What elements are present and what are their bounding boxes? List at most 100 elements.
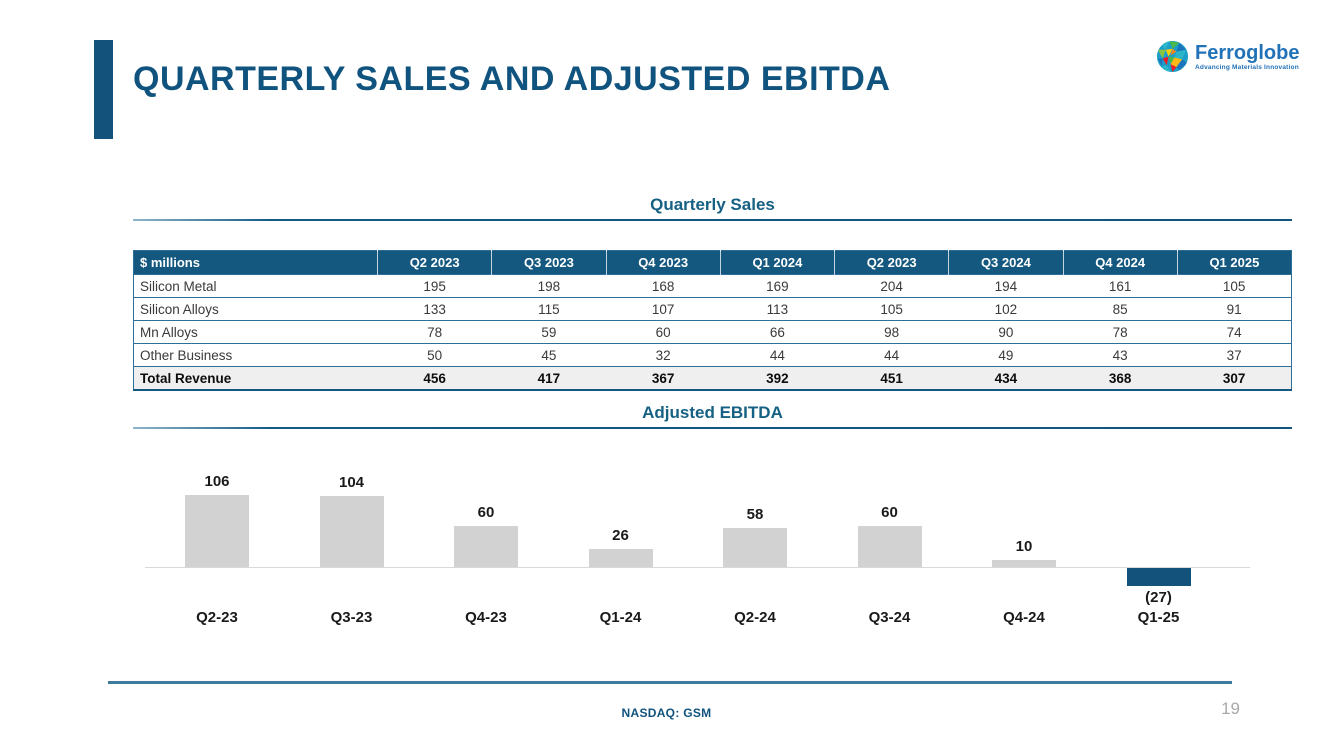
bar-value-label: 58 xyxy=(746,506,764,523)
row-label: Other Business xyxy=(133,343,378,367)
ebitda-bar-chart: 106 Q2-23 104 Q3-23 60 Q4-23 26 Q1-24 58 Q2-24 60 Q… xyxy=(133,447,1292,662)
ebitda-bar-Q3-24 xyxy=(857,526,922,567)
axis-label: Q2-24 xyxy=(734,609,776,626)
table-row: Silicon Alloys 133 115 107 113 105 102 85 91 xyxy=(133,297,1292,321)
table-cell: 78 xyxy=(1063,320,1178,344)
table-header-units: $ millions xyxy=(133,250,378,275)
table-cell: 133 xyxy=(377,297,492,321)
table-cell: 50 xyxy=(377,343,492,367)
table-cell: 113 xyxy=(720,297,835,321)
table-header-quarter: Q1 2025 xyxy=(1176,250,1292,275)
page-number: 19 xyxy=(1221,699,1240,718)
table-row: Other Business 50 45 32 44 44 49 43 37 xyxy=(133,343,1292,367)
table-cell: 37 xyxy=(1177,343,1292,367)
ebitda-bar-Q1-25 xyxy=(1126,568,1191,586)
sales-section-title: Quarterly Sales xyxy=(650,195,775,214)
table-header-quarter: Q3 2024 xyxy=(948,250,1063,275)
table-cell: 74 xyxy=(1177,320,1292,344)
table-cell: 43 xyxy=(1063,343,1178,367)
axis-label: Q2-23 xyxy=(196,609,238,626)
axis-label: Q3-24 xyxy=(868,609,911,626)
table-cell: 392 xyxy=(720,366,835,391)
table-cell: 98 xyxy=(834,320,949,344)
table-header-quarter: Q1 2024 xyxy=(719,250,835,275)
table-cell: 105 xyxy=(834,297,949,321)
ebitda-bar-Q2-24 xyxy=(723,528,787,567)
table-row: Silicon Metal 195 198 168 169 204 194 161 105 xyxy=(133,274,1292,298)
table-cell: 49 xyxy=(948,343,1063,367)
table-cell: 91 xyxy=(1177,297,1292,321)
logo-tagline: Advancing Materials Innovation xyxy=(1195,64,1299,71)
table-cell: 78 xyxy=(377,320,492,344)
table-cell: 44 xyxy=(720,343,835,367)
ebitda-section-title: Adjusted EBITDA xyxy=(642,403,783,422)
table-cell: 102 xyxy=(948,297,1063,321)
axis-label: Q1-25 xyxy=(1137,609,1180,626)
table-cell: 367 xyxy=(606,366,721,391)
ebitda-bar-Q4-23 xyxy=(454,526,518,567)
logo-wordmark: Ferroglobe Advancing Materials Innovatio… xyxy=(1195,42,1299,71)
ebitda-bar-Q4-24 xyxy=(992,560,1056,567)
table-cell: 451 xyxy=(834,366,949,391)
table-cell: 59 xyxy=(491,320,606,344)
bar-value-label: (27) xyxy=(1145,589,1172,606)
bar-value-label: 26 xyxy=(612,527,629,544)
table-cell: 44 xyxy=(834,343,949,367)
table-cell: 107 xyxy=(606,297,721,321)
table-cell: 417 xyxy=(491,366,606,391)
ebitda-bar-Q1-24 xyxy=(588,549,653,567)
row-label: Silicon Metal xyxy=(133,274,378,298)
ebitda-bar-Q3-23 xyxy=(319,496,384,567)
table-header-quarter: Q4 2024 xyxy=(1062,250,1178,275)
table-cell: 307 xyxy=(1177,366,1292,391)
table-cell: 32 xyxy=(606,343,721,367)
table-cell: 105 xyxy=(1177,274,1292,298)
table-cell: 161 xyxy=(1063,274,1178,298)
table-header-quarter: Q3 2023 xyxy=(491,250,606,275)
table-cell: 434 xyxy=(948,366,1063,391)
table-cell: 204 xyxy=(834,274,949,298)
axis-label: Q3-23 xyxy=(330,609,373,626)
sales-heading-rule xyxy=(133,219,1292,221)
table-header-quarter: Q4 2023 xyxy=(605,250,721,275)
table-cell: 195 xyxy=(377,274,492,298)
table-cell: 456 xyxy=(377,366,492,391)
bar-value-label: 10 xyxy=(1015,538,1033,555)
footer-ticker: NASDAQ: GSM xyxy=(621,706,712,720)
total-revenue-row: Total Revenue 456 417 367 392 451 434 368 307 xyxy=(133,366,1292,391)
table-cell: 168 xyxy=(606,274,721,298)
ebitda-heading-rule xyxy=(133,427,1292,429)
row-label: Total Revenue xyxy=(133,366,378,391)
title-accent-bar xyxy=(94,40,113,139)
logo-brand-name: Ferroglobe xyxy=(1195,42,1300,64)
ebitda-bar-Q2-23 xyxy=(185,495,249,567)
table-cell: 198 xyxy=(491,274,606,298)
table-cell: 169 xyxy=(720,274,835,298)
table-cell: 85 xyxy=(1063,297,1178,321)
table-cell: 115 xyxy=(491,297,606,321)
table-header-quarter: Q2 2023 xyxy=(376,250,492,275)
table-cell: 60 xyxy=(606,320,721,344)
quarterly-sales-table: $ millions Q2 2023 Q3 2023 Q4 2023 Q1 2024 Q2… xyxy=(133,250,1292,391)
table-cell: 45 xyxy=(491,343,606,367)
bar-value-label: 60 xyxy=(477,504,495,521)
table-cell: 90 xyxy=(948,320,1063,344)
row-label: Silicon Alloys xyxy=(133,297,378,321)
table-header-quarter: Q2 2023 xyxy=(833,250,949,275)
table-header: $ millions Q2 2023 Q3 2023 Q4 2023 Q1 2024 Q2… xyxy=(133,250,1292,275)
company-logo: Ferroglobe Advancing Materials Innovatio… xyxy=(1156,40,1299,73)
table-cell: 194 xyxy=(948,274,1063,298)
axis-label: Q4-24 xyxy=(1003,609,1045,626)
table-row: Mn Alloys 78 59 60 66 98 90 78 74 xyxy=(133,320,1292,344)
ferroglobe-globe-icon xyxy=(1156,40,1189,73)
table-cell: 66 xyxy=(720,320,835,344)
row-label: Mn Alloys xyxy=(133,320,378,344)
page-title: QUARTERLY SALES AND ADJUSTED EBITDA xyxy=(133,60,891,98)
table-cell: 368 xyxy=(1063,366,1178,391)
bar-value-label: 60 xyxy=(881,504,898,521)
footer-rule xyxy=(108,681,1232,684)
axis-label: Q4-23 xyxy=(465,609,507,626)
axis-label: Q1-24 xyxy=(599,609,642,626)
bar-value-label: 104 xyxy=(338,474,365,491)
